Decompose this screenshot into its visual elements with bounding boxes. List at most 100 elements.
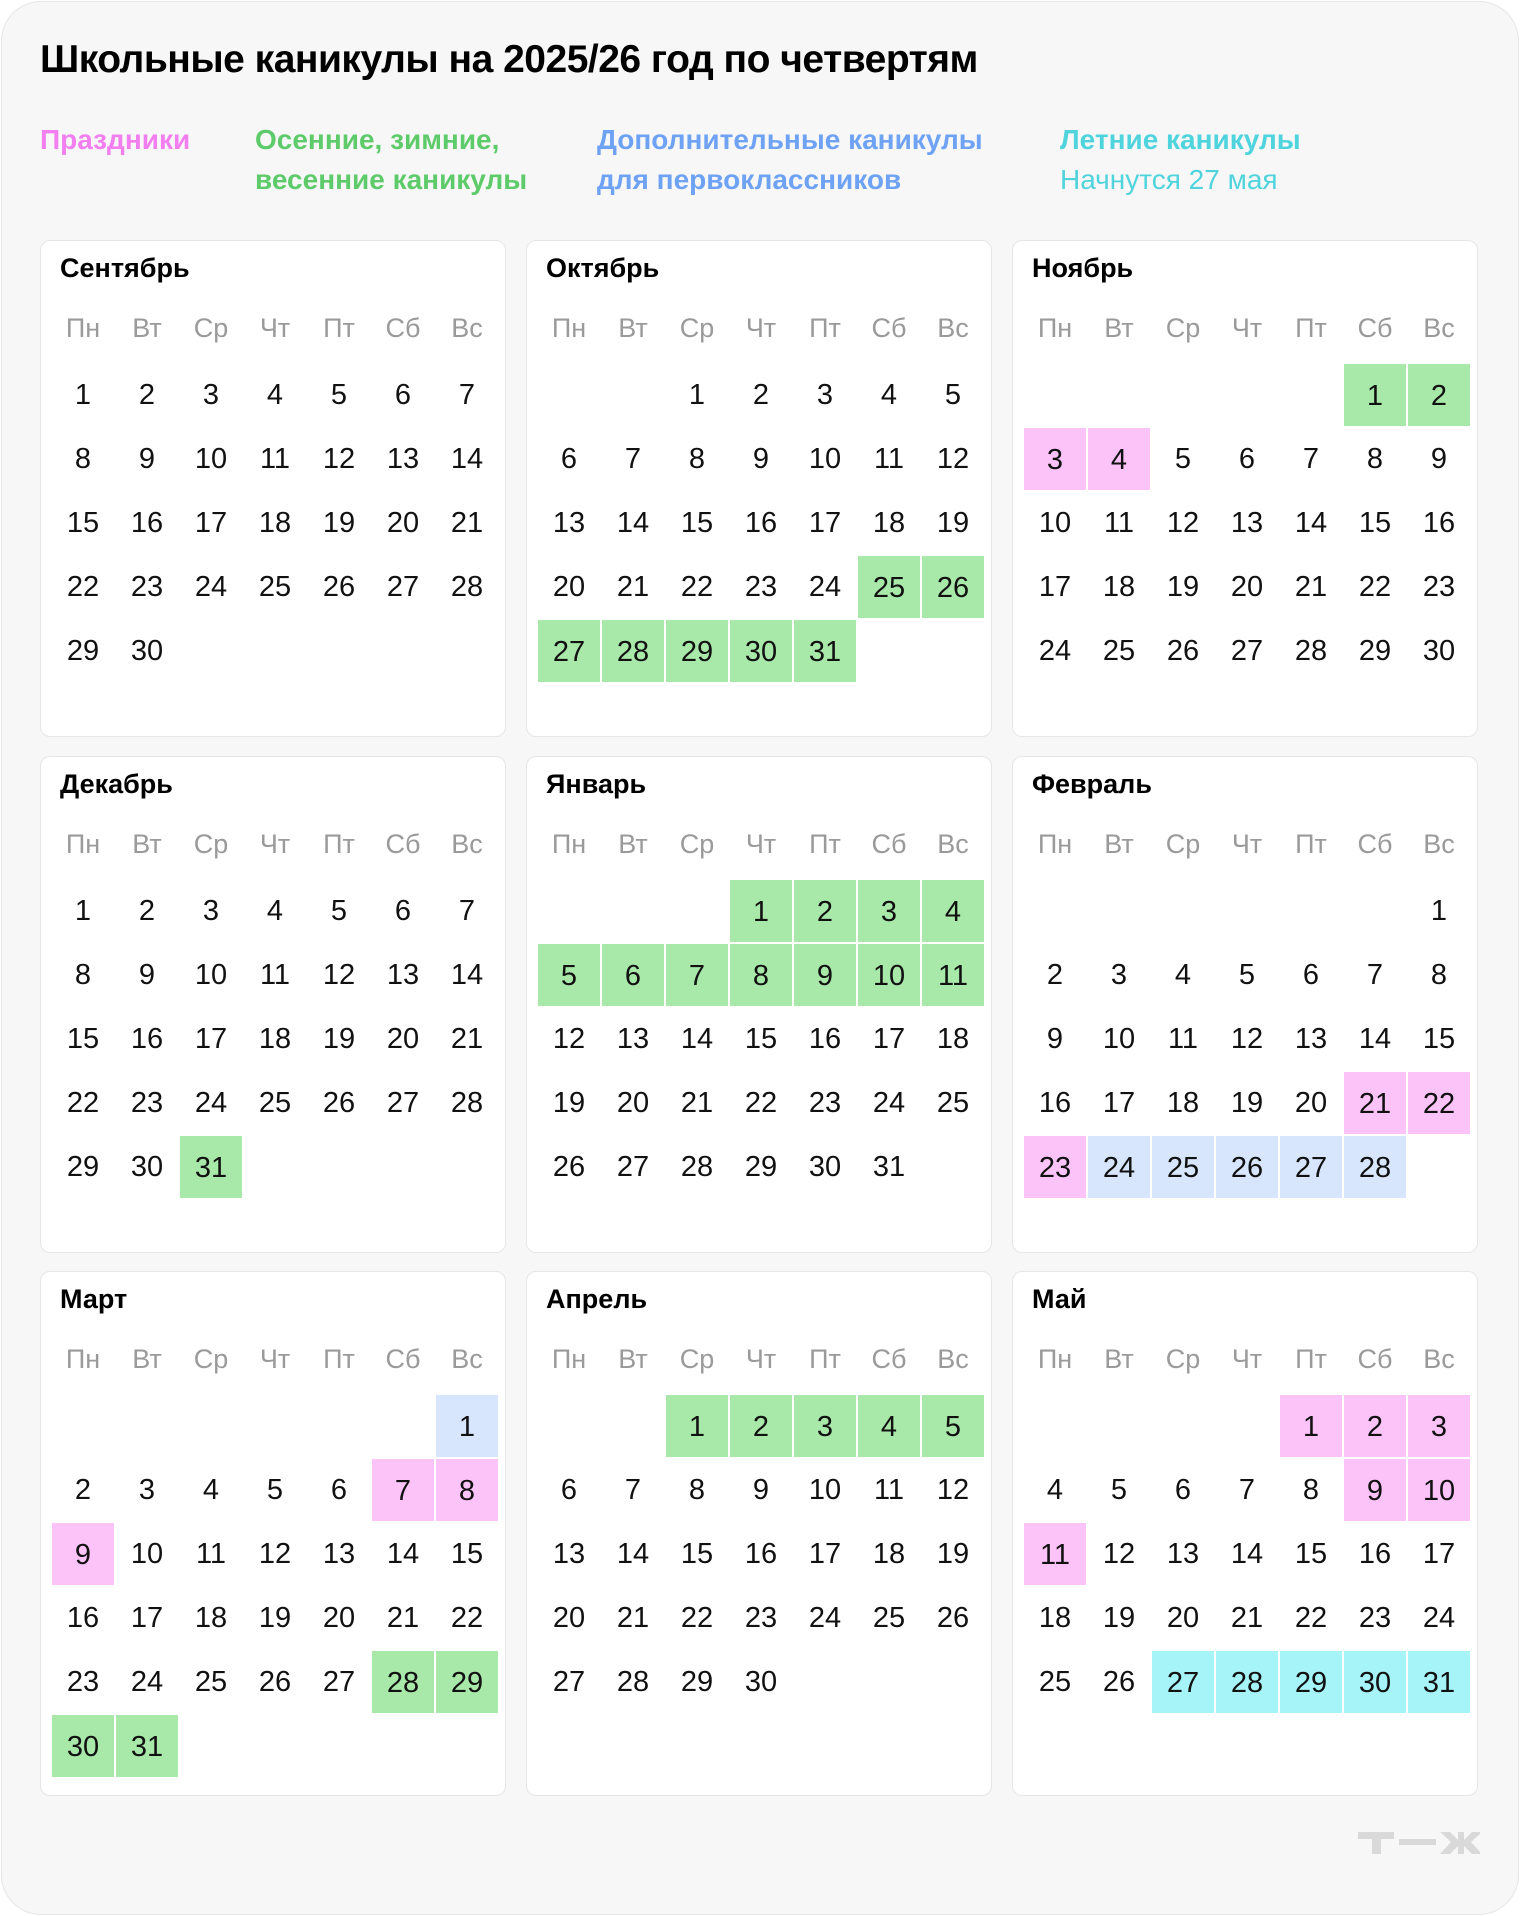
weekday-label: Сб xyxy=(1357,829,1393,859)
weekday-label: Чт xyxy=(1231,313,1263,343)
day-cell: 18 xyxy=(936,1023,970,1055)
day-cell: 15 xyxy=(744,1023,778,1055)
day-cell-vacation: 31 xyxy=(179,1135,243,1199)
day-cell: 18 xyxy=(872,1538,906,1570)
day-cell: 23 xyxy=(1358,1602,1392,1634)
day-cell: 3 xyxy=(816,379,834,411)
day-cell: 18 xyxy=(258,1023,292,1055)
weekday-label: Пн xyxy=(1037,1344,1073,1374)
day-cell: 24 xyxy=(1422,1602,1456,1634)
weekday-label: Пт xyxy=(323,829,355,859)
weekday-label: Чт xyxy=(745,1344,777,1374)
day-cell: 3 xyxy=(1110,959,1128,991)
day-cell: 7 xyxy=(458,379,476,411)
month-card: Январь Пн Вт Ср Чт Пт Сб Вс 1 2 3 4 5 6 7 8 9 10 11 12 13 14 1… xyxy=(526,756,992,1253)
day-cell: 10 xyxy=(194,443,228,475)
day-cell-vacation: 7 xyxy=(665,943,729,1007)
day-cell: 17 xyxy=(130,1602,164,1634)
day-cell: 14 xyxy=(1230,1538,1264,1570)
day-cell: 1 xyxy=(688,379,706,411)
day-cell: 26 xyxy=(1102,1666,1136,1698)
day-cell: 22 xyxy=(66,571,100,603)
day-cell: 7 xyxy=(624,1474,642,1506)
day-cell: 20 xyxy=(386,1023,420,1055)
month-card: Февраль Пн Вт Ср Чт Пт Сб Вс 1 2 3 4 5 6 7 8 9 10 11 12 13 14… xyxy=(1012,756,1478,1253)
day-cell: 13 xyxy=(322,1538,356,1570)
month-card: Декабрь Пн Вт Ср Чт Пт Сб Вс 1 2 3 4 5 6 7 8 9 10 11 12 13 14… xyxy=(40,756,506,1253)
day-cell: 26 xyxy=(322,571,356,603)
day-cell: 1 xyxy=(1430,895,1448,927)
day-cell: 25 xyxy=(1102,635,1136,667)
day-cell-summer: 27 xyxy=(1151,1650,1215,1714)
day-cell: 15 xyxy=(66,507,100,539)
day-cell: 15 xyxy=(450,1538,484,1570)
weekday-label: Вс xyxy=(937,829,969,859)
day-cell: 30 xyxy=(1422,635,1456,667)
day-cell: 6 xyxy=(1238,443,1256,475)
day-cell: 20 xyxy=(1294,1087,1328,1119)
day-cell: 16 xyxy=(744,1538,778,1570)
day-cell: 5 xyxy=(330,895,348,927)
day-cell: 8 xyxy=(1366,443,1384,475)
day-cell: 5 xyxy=(1110,1474,1128,1506)
weekday-label: Вс xyxy=(451,1344,483,1374)
weekday-label: Чт xyxy=(745,313,777,343)
weekday-label: Пн xyxy=(65,829,101,859)
day-cell: 23 xyxy=(744,1602,778,1634)
day-cell: 12 xyxy=(258,1538,292,1570)
day-cell: 8 xyxy=(688,1474,706,1506)
day-cell-holiday: 22 xyxy=(1407,1071,1471,1135)
day-cell-holiday: 11 xyxy=(1023,1522,1087,1586)
weekday-label: Сб xyxy=(385,313,421,343)
day-cell: 25 xyxy=(872,1602,906,1634)
day-cell: 12 xyxy=(936,1474,970,1506)
day-cell: 31 xyxy=(872,1151,906,1183)
day-cell-holiday: 8 xyxy=(435,1458,499,1522)
day-cell-holiday: 9 xyxy=(51,1522,115,1586)
legend-label: Осенние, зимние, весенние каникулы xyxy=(255,124,528,195)
weekday-label: Сб xyxy=(385,829,421,859)
month-title: Сентябрь xyxy=(60,253,190,283)
day-cell: 27 xyxy=(552,1666,586,1698)
weekday-label: Вт xyxy=(132,313,162,343)
day-cell: 12 xyxy=(322,443,356,475)
day-cell-holiday: 10 xyxy=(1407,1458,1471,1522)
day-cell: 24 xyxy=(872,1087,906,1119)
day-cell: 26 xyxy=(936,1602,970,1634)
day-cell-vacation: 28 xyxy=(601,619,665,683)
day-cell: 13 xyxy=(386,443,420,475)
day-cell-first-grade: 25 xyxy=(1151,1135,1215,1199)
day-cell-vacation: 6 xyxy=(601,943,665,1007)
day-cell: 8 xyxy=(74,443,92,475)
day-cell: 11 xyxy=(873,1474,905,1506)
day-cell: 5 xyxy=(266,1474,284,1506)
day-cell: 18 xyxy=(1102,571,1136,603)
legend-summer: Летние каникулы Начнутся 27 мая xyxy=(1060,120,1301,200)
day-cell-summer: 29 xyxy=(1279,1650,1343,1714)
day-cell: 27 xyxy=(1230,635,1264,667)
day-cell: 12 xyxy=(322,959,356,991)
day-cell: 2 xyxy=(1046,959,1064,991)
day-cell: 21 xyxy=(616,571,650,603)
day-cell-holiday: 3 xyxy=(1023,427,1087,491)
day-cell: 23 xyxy=(130,571,164,603)
day-cell: 10 xyxy=(1038,507,1072,539)
weekday-label: Ср xyxy=(1165,313,1201,343)
day-cell: 10 xyxy=(808,1474,842,1506)
day-cell: 30 xyxy=(808,1151,842,1183)
day-cell: 14 xyxy=(450,959,484,991)
day-cell: 29 xyxy=(744,1151,778,1183)
day-cell: 12 xyxy=(1102,1538,1136,1570)
month-title: Март xyxy=(60,1284,128,1314)
day-cell-summer: 28 xyxy=(1215,1650,1279,1714)
day-cell-vacation: 2 xyxy=(793,879,857,943)
day-cell: 15 xyxy=(66,1023,100,1055)
day-cell: 21 xyxy=(450,507,484,539)
day-cell-vacation: 11 xyxy=(921,943,985,1007)
day-cell: 3 xyxy=(138,1474,156,1506)
tzh-logo xyxy=(1358,1832,1480,1854)
day-cell: 13 xyxy=(1294,1023,1328,1055)
legend-holidays: Праздники xyxy=(40,120,190,160)
month-title: Декабрь xyxy=(60,769,173,799)
day-cell: 6 xyxy=(1302,959,1320,991)
